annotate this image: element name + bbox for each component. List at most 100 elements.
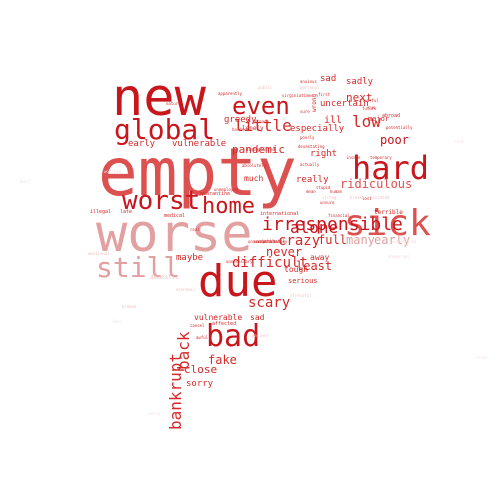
- word-cloud-word: dangerous: [388, 254, 410, 259]
- word-cloud-word: late: [120, 209, 133, 215]
- word-cloud-word: especially: [290, 124, 345, 134]
- word-cloud-word: pandemic: [232, 143, 285, 156]
- word-cloud-word: poorly: [300, 135, 315, 140]
- word-cloud-word: affected: [212, 321, 237, 327]
- word-cloud-word: abroad: [382, 113, 401, 119]
- word-cloud-word: sorry: [186, 379, 214, 389]
- word-cloud-word: low: [352, 112, 381, 131]
- word-cloud-word: human: [330, 189, 343, 194]
- word-cloud-word: future: [362, 106, 377, 111]
- word-cloud-word: anxious: [300, 79, 317, 84]
- word-cloud-word: early: [128, 139, 156, 149]
- word-cloud-word: little: [234, 116, 292, 135]
- word-cloud-word: much: [244, 174, 264, 183]
- word-cloud-word: already: [252, 119, 269, 124]
- word-cloud-word: apparently: [218, 91, 243, 96]
- word-cloud-word: lonely: [242, 125, 264, 132]
- word-cloud-word: disappointed: [246, 147, 275, 152]
- word-cloud-word: hardest: [232, 127, 249, 132]
- word-cloud-word: quarantine: [200, 191, 231, 197]
- word-cloud-word: actually: [300, 162, 320, 167]
- word-cloud-word: fearful: [362, 98, 379, 103]
- word-cloud-word: full: [318, 233, 347, 247]
- word-cloud-word: personal: [300, 85, 320, 90]
- word-cloud-word: many: [346, 233, 375, 247]
- word-cloud-word: uncomfortable: [254, 239, 286, 244]
- word-cloud-word: poor: [380, 133, 409, 147]
- word-cloud-word: scary: [248, 295, 291, 311]
- word-cloud-word: domestic: [150, 274, 179, 281]
- word-cloud-word: crazy: [278, 233, 321, 249]
- word-cloud-word: next: [346, 91, 373, 104]
- word-cloud-word: worst: [122, 186, 201, 216]
- word-cloud-word: still: [96, 251, 181, 284]
- word-cloud-word: temporary: [370, 155, 392, 160]
- word-cloud-word: public: [258, 85, 273, 90]
- word-cloud-word: first: [318, 92, 331, 97]
- word-cloud-word: close: [184, 363, 218, 376]
- word-cloud-word: early: [374, 233, 411, 247]
- word-cloud-word: due: [198, 256, 278, 307]
- word-cloud-word: medical: [164, 213, 186, 219]
- word-cloud-word: bad: [206, 319, 261, 354]
- word-cloud-word: tough: [284, 265, 309, 274]
- word-cloud-word: sadly: [346, 77, 374, 87]
- word-cloud-word: vulnerable: [194, 313, 243, 322]
- word-cloud-word: unfortunately: [256, 239, 288, 244]
- word-cloud-word: home: [202, 194, 255, 219]
- word-cloud-word: risk: [454, 139, 464, 144]
- word-cloud-word: absolutely: [242, 163, 267, 168]
- word-cloud-word: never: [266, 245, 303, 259]
- word-cloud-word: sad: [250, 313, 265, 322]
- word-cloud-word: least: [296, 259, 333, 273]
- word-cloud-word: run: [368, 105, 376, 110]
- word-cloud-word: sick: [344, 203, 431, 244]
- word-cloud-word: mean: [306, 189, 316, 194]
- word-cloud-word: unprepared: [392, 239, 417, 244]
- word-cloud-word: virginiatimes: [282, 93, 314, 98]
- word-cloud-word: cruel: [476, 355, 489, 360]
- word-cloud-word: bleak: [350, 195, 363, 200]
- word-cloud-word: greedy: [224, 115, 257, 125]
- word-cloud-word: empty: [98, 134, 297, 211]
- word-cloud-word: emotional: [88, 251, 110, 256]
- word-cloud-word: unacceptable: [248, 239, 277, 244]
- word-cloud-word: away: [310, 253, 330, 262]
- word-cloud-word: insane: [346, 155, 361, 160]
- word-cloud-word: major: [368, 115, 390, 123]
- word-cloud-word: real: [190, 227, 200, 232]
- word-cloud-word: really: [296, 175, 329, 185]
- word-cloud-word: unemployed: [214, 187, 239, 192]
- word-cloud-word: sad: [320, 74, 337, 84]
- word-cloud-word: ridiculous: [340, 177, 413, 191]
- word-cloud-word: worried: [104, 169, 121, 174]
- word-cloud-word: stressful: [290, 293, 312, 298]
- word-cloud-word: international: [260, 211, 300, 217]
- word-cloud-word: difficult: [232, 255, 308, 271]
- word-cloud-word: ill: [324, 115, 343, 126]
- word-cloud-word: unsure: [320, 200, 335, 205]
- word-cloud-word: financial: [328, 213, 350, 218]
- word-cloud-word: alone: [290, 218, 339, 237]
- word-cloud-word: isolated: [370, 195, 390, 200]
- word-cloud-word: unnecessary: [226, 259, 253, 264]
- word-cloud-word: lost: [362, 196, 372, 201]
- word-cloud-word: potentially: [386, 125, 413, 130]
- word-cloud-word: sorry: [148, 411, 161, 416]
- word-cloud-word: awful: [196, 335, 209, 340]
- word-cloud-word: right: [310, 149, 338, 159]
- word-cloud-word: less: [112, 319, 122, 324]
- word-cloud-word: sure: [300, 109, 310, 114]
- word-cloud-word: nature: [166, 101, 181, 106]
- word-cloud-word: vulnerable: [172, 139, 227, 149]
- word-cloud-word: hard: [352, 149, 430, 187]
- word-cloud-word: patient: [252, 333, 269, 338]
- word-cloud-word: even: [232, 92, 290, 120]
- word-cloud-word: economic: [176, 287, 196, 292]
- word-cloud-word: hurt: [20, 179, 30, 184]
- word-cloud-word: irresponsible: [262, 214, 403, 235]
- word-cloud-word: terrible: [374, 209, 403, 216]
- word-cloud-word: uncertain: [320, 99, 369, 109]
- word-cloud-word: illegal: [90, 209, 112, 215]
